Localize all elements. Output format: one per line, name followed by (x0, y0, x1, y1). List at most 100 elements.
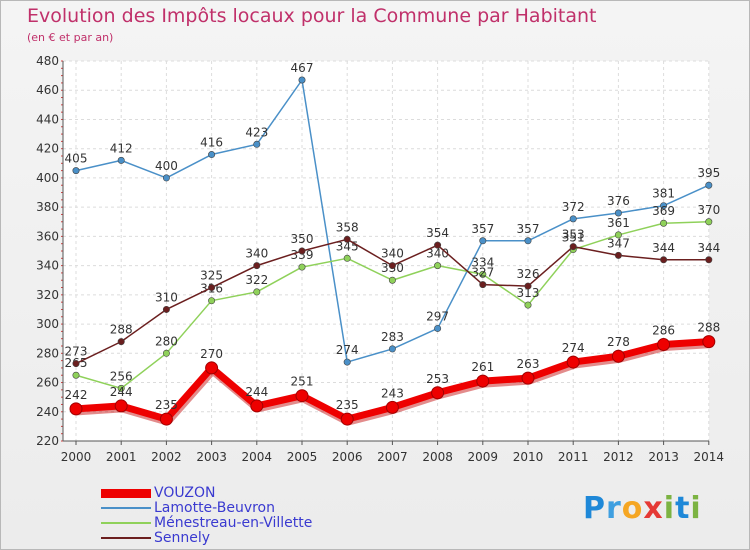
data-point-m-nestreau-en-villette-2002 (162, 349, 170, 357)
data-point-lamotte-beuvron-2004 (253, 140, 261, 148)
data-point-lamotte-beuvron-2011 (569, 215, 577, 223)
data-point-lamotte-beuvron-2013 (660, 202, 668, 210)
data-point-lamotte-beuvron-2007 (388, 345, 396, 353)
x-tick-label-2003: 2003 (196, 450, 227, 464)
data-point-vouzon-2005 (295, 389, 309, 403)
legend-label-sennely: Sennely (154, 530, 211, 546)
data-label-sennely-2012: 347 (607, 236, 630, 250)
data-label-vouzon-2006: 235 (336, 398, 359, 412)
legend-swatch-menestreau (101, 522, 151, 524)
data-label-m-nestreau-en-villette-2011: 351 (562, 231, 585, 245)
data-point-vouzon-2010 (521, 371, 535, 385)
data-label-vouzon-2014: 288 (697, 321, 720, 335)
data-label-m-nestreau-en-villette-2002: 280 (155, 334, 178, 348)
y-tick-label-360: 360 (36, 229, 59, 243)
data-label-lamotte-beuvron-2002: 400 (155, 159, 178, 173)
data-point-sennely-2011 (569, 243, 577, 251)
data-label-vouzon-2003: 270 (200, 347, 223, 361)
chart-subtitle: (en € et par an) (27, 31, 114, 44)
data-point-lamotte-beuvron-2009 (479, 237, 487, 245)
y-tick-label-240: 240 (36, 405, 59, 419)
data-point-m-nestreau-en-villette-2013 (660, 219, 668, 227)
data-point-vouzon-2003 (205, 361, 219, 375)
data-point-sennely-2004 (253, 262, 261, 270)
data-label-m-nestreau-en-villette-2014: 370 (697, 203, 720, 217)
x-tick-label-2006: 2006 (332, 450, 363, 464)
data-label-lamotte-beuvron-2010: 357 (517, 222, 540, 236)
data-point-sennely-2006 (343, 235, 351, 243)
x-tick-label-2004: 2004 (242, 450, 273, 464)
data-label-vouzon-2000: 242 (65, 388, 88, 402)
data-point-vouzon-2013 (657, 338, 671, 352)
data-point-lamotte-beuvron-2001 (117, 156, 125, 164)
data-label-lamotte-beuvron-2012: 376 (607, 194, 630, 208)
x-tick-label-2010: 2010 (513, 450, 544, 464)
x-tick-label-2007: 2007 (377, 450, 408, 464)
data-point-vouzon-2004 (250, 399, 264, 413)
y-tick-label-440: 440 (36, 112, 59, 126)
data-point-vouzon-2002 (159, 412, 173, 426)
data-label-lamotte-beuvron-2005: 467 (291, 61, 314, 75)
data-point-vouzon-2008 (431, 386, 445, 400)
data-label-vouzon-2001: 244 (110, 385, 133, 399)
x-tick-label-2005: 2005 (287, 450, 318, 464)
data-label-vouzon-2013: 286 (652, 324, 675, 338)
data-label-vouzon-2005: 251 (291, 375, 314, 389)
data-label-vouzon-2007: 243 (381, 386, 404, 400)
y-tick-label-300: 300 (36, 317, 59, 331)
data-label-lamotte-beuvron-2001: 412 (110, 141, 133, 155)
data-point-m-nestreau-en-villette-2007 (388, 276, 396, 284)
data-point-m-nestreau-en-villette-2003 (208, 297, 216, 305)
data-point-vouzon-2001 (114, 399, 128, 413)
data-point-sennely-2010 (524, 282, 532, 290)
y-tick-label-340: 340 (36, 259, 59, 273)
data-label-sennely-2002: 310 (155, 290, 178, 304)
data-label-lamotte-beuvron-2008: 297 (426, 309, 449, 323)
x-tick-label-2000: 2000 (61, 450, 92, 464)
data-label-vouzon-2008: 253 (426, 372, 449, 386)
chart-title: Evolution des Impôts locaux pour la Comm… (27, 5, 597, 27)
legend-swatch-vouzon (101, 489, 151, 498)
x-tick-label-2001: 2001 (106, 450, 137, 464)
data-point-m-nestreau-en-villette-2006 (343, 254, 351, 262)
data-label-sennely-2007: 340 (381, 247, 404, 261)
data-label-m-nestreau-en-villette-2004: 322 (245, 273, 268, 287)
data-point-lamotte-beuvron-2014 (705, 181, 713, 189)
data-label-sennely-2005: 350 (291, 232, 314, 246)
data-point-lamotte-beuvron-2005 (298, 76, 306, 84)
data-label-lamotte-beuvron-2004: 423 (245, 125, 268, 139)
data-point-lamotte-beuvron-2003 (208, 151, 216, 159)
data-point-lamotte-beuvron-2000 (72, 167, 80, 175)
y-tick-label-400: 400 (36, 171, 59, 185)
data-point-m-nestreau-en-villette-2010 (524, 301, 532, 309)
data-label-lamotte-beuvron-2009: 357 (471, 222, 494, 236)
data-point-sennely-2013 (660, 256, 668, 264)
x-tick-label-2002: 2002 (151, 450, 182, 464)
data-point-sennely-2005 (298, 247, 306, 255)
data-point-vouzon-2006 (340, 412, 354, 426)
data-label-m-nestreau-en-villette-2012: 361 (607, 216, 630, 230)
data-point-lamotte-beuvron-2006 (343, 358, 351, 366)
data-label-lamotte-beuvron-2014: 395 (697, 166, 720, 180)
y-tick-label-320: 320 (36, 288, 59, 302)
data-label-vouzon-2004: 244 (245, 385, 268, 399)
data-label-vouzon-2009: 261 (471, 360, 494, 374)
brand-logo: Proxiti (583, 491, 702, 526)
data-label-lamotte-beuvron-2011: 372 (562, 200, 585, 214)
y-tick-label-460: 460 (36, 83, 59, 97)
data-label-lamotte-beuvron-2003: 416 (200, 136, 223, 150)
data-point-vouzon-2014 (702, 335, 716, 349)
legend-label-menestreau: Ménestreau-en-Villette (154, 515, 313, 531)
data-point-vouzon-2000 (69, 402, 83, 416)
legend-swatch-lamotte-beuvron (101, 507, 151, 509)
data-point-sennely-2007 (388, 262, 396, 270)
data-label-vouzon-2010: 263 (517, 357, 540, 371)
data-label-m-nestreau-en-villette-2001: 256 (110, 369, 133, 383)
data-point-lamotte-beuvron-2008 (434, 324, 442, 332)
data-point-m-nestreau-en-villette-2012 (614, 231, 622, 239)
data-label-sennely-2009: 327 (471, 266, 494, 280)
data-point-lamotte-beuvron-2002 (162, 174, 170, 182)
data-point-m-nestreau-en-villette-2005 (298, 263, 306, 271)
